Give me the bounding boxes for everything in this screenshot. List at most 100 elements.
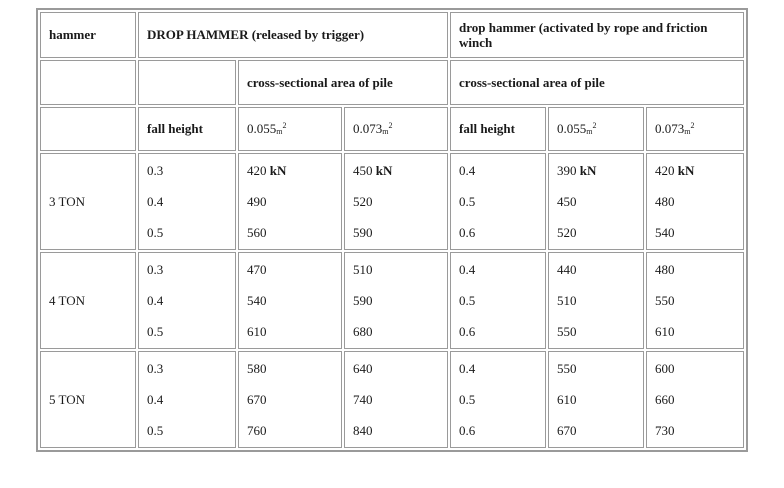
value-cell: 0.6: [459, 324, 476, 340]
unit-squared: 2: [592, 121, 597, 131]
fall-height-right-group: 0.4 0.5 0.6: [450, 153, 547, 251]
column-area-0055-right: 0.055m2: [548, 106, 645, 152]
value-cell: 680: [353, 324, 373, 340]
value-cell: 610: [247, 324, 267, 340]
value-cell: 510: [557, 293, 577, 309]
value-cell: 550: [655, 293, 675, 309]
value-cell: 540: [247, 293, 267, 309]
area-0073-left-group: 450 kN 520 590: [344, 153, 449, 251]
value-cell: 480: [655, 262, 675, 278]
value-cell: 0.5: [459, 293, 476, 309]
area-0055-left-group: 420 kN 490 560: [238, 153, 342, 251]
value-cell: 0.4: [147, 293, 164, 309]
area-value: 0.073: [655, 121, 685, 137]
header-hammer: hammer: [40, 12, 136, 59]
row-ton-label: 5 TON: [40, 351, 136, 448]
header-drop-hammer-rope: drop hammer (activated by rope and frict…: [450, 12, 745, 59]
value-cell: 760: [247, 423, 267, 439]
column-area-0055-left: 0.055m2: [238, 106, 342, 152]
column-fall-height-left: fall height: [138, 106, 236, 152]
fall-height-left-group: 0.3 0.4 0.5: [138, 351, 236, 448]
empty-cell: [40, 106, 136, 152]
area-0055-right-group: 440 510 550: [548, 252, 645, 350]
area-0073-right-group: 480 550 610: [646, 252, 745, 350]
value-cell: 450 kN: [345, 155, 447, 186]
value-cell: 0.4: [459, 262, 476, 278]
table-row: 4 TON 0.3 0.4 0.5 470 540 610 510 590 68…: [40, 252, 745, 350]
value-cell: 580: [247, 361, 267, 377]
table-subheader-row: cross-sectional area of pile cross-secti…: [40, 60, 745, 105]
area-0055-left-group: 580 670 760: [238, 351, 342, 448]
fall-height-right-group: 0.4 0.5 0.6: [450, 351, 547, 448]
column-fall-height-right: fall height: [450, 106, 547, 152]
value-cell: 610: [655, 324, 675, 340]
value-cell: 450: [557, 194, 577, 210]
value-cell: 670: [557, 423, 577, 439]
row-ton-label: 3 TON: [40, 153, 136, 251]
value-cell: 610: [557, 392, 577, 408]
value-cell: 0.3: [147, 262, 164, 278]
value-cell: 590: [353, 225, 373, 241]
value-cell: 0.5: [459, 194, 476, 210]
subheader-area-left: cross-sectional area of pile: [238, 60, 449, 105]
value-cell: 390 kN: [549, 155, 643, 186]
kn-unit: kN: [579, 163, 597, 179]
value-cell: 550: [557, 324, 577, 340]
value-cell: 540: [655, 225, 675, 241]
area-value: 0.073: [353, 121, 383, 137]
row-ton-label: 4 TON: [40, 252, 136, 350]
value-cell: 420 kN: [647, 155, 743, 186]
kn-unit: kN: [375, 163, 393, 179]
value-cell: 0.5: [147, 324, 164, 340]
value-cell: 590: [353, 293, 373, 309]
fall-height-left-group: 0.3 0.4 0.5: [138, 153, 236, 251]
unit-squared: 2: [282, 121, 287, 131]
fall-height-left-group: 0.3 0.4 0.5: [138, 252, 236, 350]
header-drop-hammer-trigger: DROP HAMMER (released by trigger): [138, 12, 449, 59]
area-0073-left-group: 640 740 840: [344, 351, 449, 448]
area-0073-left-group: 510 590 680: [344, 252, 449, 350]
empty-cell: [40, 60, 136, 105]
value-cell: 730: [655, 423, 675, 439]
subheader-area-right: cross-sectional area of pile: [450, 60, 745, 105]
unit-squared: 2: [690, 121, 695, 131]
value-cell: 0.4: [147, 194, 164, 210]
value-cell: 470: [247, 262, 267, 278]
area-0073-right-group: 600 660 730: [646, 351, 745, 448]
fall-height-right-group: 0.4 0.5 0.6: [450, 252, 547, 350]
area-0055-left-group: 470 540 610: [238, 252, 342, 350]
unit-m: m: [684, 127, 691, 137]
area-0073-right-group: 420 kN 480 540: [646, 153, 745, 251]
table-row: 3 TON 0.3 0.4 0.5 420 kN 490 560 450 kN …: [40, 153, 745, 251]
value-cell: 0.6: [459, 225, 476, 241]
value-cell: 0.5: [147, 225, 164, 241]
value-cell: 0.4: [459, 163, 476, 179]
kn-unit: kN: [269, 163, 287, 179]
unit-m: m: [586, 127, 593, 137]
column-area-0073-left: 0.073m2: [344, 106, 449, 152]
value-cell: 0.4: [147, 392, 164, 408]
table-header-row: hammer DROP HAMMER (released by trigger)…: [40, 12, 745, 59]
value-cell: 0.3: [147, 163, 164, 179]
table-column-row: fall height 0.055m2 0.073m2 fall height …: [40, 106, 745, 152]
value-number: 420: [655, 163, 675, 179]
column-area-0073-right: 0.073m2: [646, 106, 745, 152]
value-cell: 0.5: [459, 392, 476, 408]
unit-m: m: [382, 127, 389, 137]
value-cell: 490: [247, 194, 267, 210]
empty-cell: [138, 60, 236, 105]
value-cell: 480: [655, 194, 675, 210]
value-cell: 0.5: [147, 423, 164, 439]
unit-m: m: [276, 127, 283, 137]
value-number: 420: [247, 163, 267, 179]
value-cell: 640: [353, 361, 373, 377]
value-number: 450: [353, 163, 373, 179]
unit-squared: 2: [388, 121, 393, 131]
value-cell: 840: [353, 423, 373, 439]
value-cell: 510: [353, 262, 373, 278]
pile-capacity-table: hammer DROP HAMMER (released by trigger)…: [36, 8, 749, 452]
area-0055-right-group: 390 kN 450 520: [548, 153, 645, 251]
kn-unit: kN: [677, 163, 695, 179]
value-cell: 660: [655, 392, 675, 408]
area-value: 0.055: [557, 121, 587, 137]
